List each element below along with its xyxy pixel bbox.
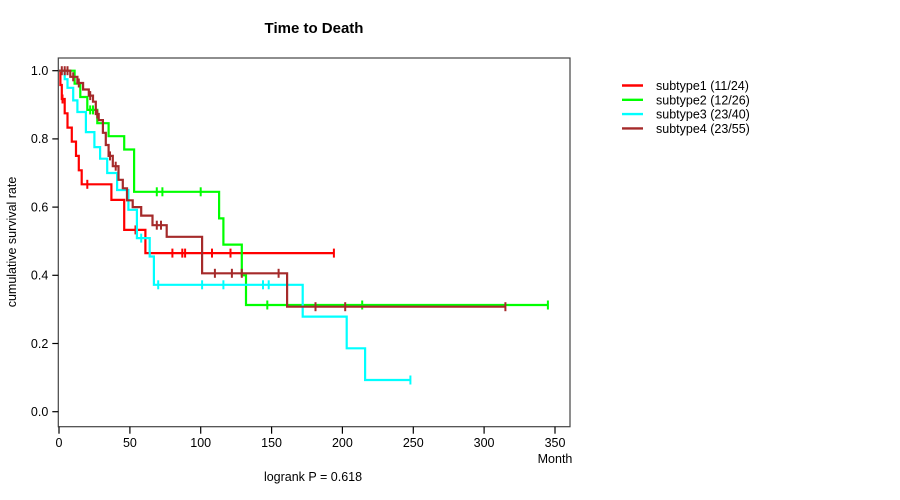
- y-tick-label: 0.8: [31, 132, 48, 146]
- y-tick-label: 1.0: [31, 64, 48, 78]
- km-curve-4: [59, 69, 506, 308]
- km-curve-2: [59, 69, 548, 307]
- x-tick-label: 100: [190, 436, 211, 450]
- legend-label-2: subtype2 (12/26): [656, 93, 750, 107]
- legend-label-1: subtype1 (11/24): [656, 79, 749, 93]
- legend-label-4: subtype4 (23/55): [656, 122, 750, 136]
- survival-curves: [59, 66, 549, 385]
- x-axis: 0 50 100 150 200 250 300 350: [56, 426, 566, 450]
- legend-label-3: subtype3 (23/40): [656, 108, 750, 122]
- y-axis: 0.0 0.2 0.4 0.6 0.8 1.0: [31, 64, 59, 419]
- chart-title: Time to Death: [265, 20, 364, 37]
- plot-border: [57, 57, 571, 428]
- y-tick-label: 0.0: [31, 405, 48, 419]
- x-tick-label: 300: [474, 436, 495, 450]
- x-tick-label: 0: [56, 436, 63, 450]
- km-curve-3: [59, 69, 411, 382]
- x-tick-label: 200: [332, 436, 353, 450]
- x-tick-label: 250: [403, 436, 424, 450]
- y-axis-label: cumulative survival rate: [5, 177, 19, 308]
- y-tick-label: 0.4: [31, 269, 48, 283]
- y-tick-label: 0.6: [31, 200, 48, 214]
- x-tick-label: 50: [123, 436, 137, 450]
- y-tick-label: 0.2: [31, 337, 48, 351]
- x-axis-label: Month: [538, 452, 573, 466]
- x-tick-label: 150: [261, 436, 282, 450]
- x-tick-label: 350: [545, 436, 566, 450]
- km-curve-1: [59, 69, 334, 255]
- legend: subtype1 (11/24)subtype2 (12/26)subtype3…: [622, 79, 750, 136]
- logrank-annotation: logrank P = 0.618: [264, 470, 362, 484]
